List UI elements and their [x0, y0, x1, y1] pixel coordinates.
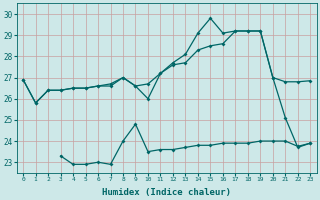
X-axis label: Humidex (Indice chaleur): Humidex (Indice chaleur)	[102, 188, 231, 197]
